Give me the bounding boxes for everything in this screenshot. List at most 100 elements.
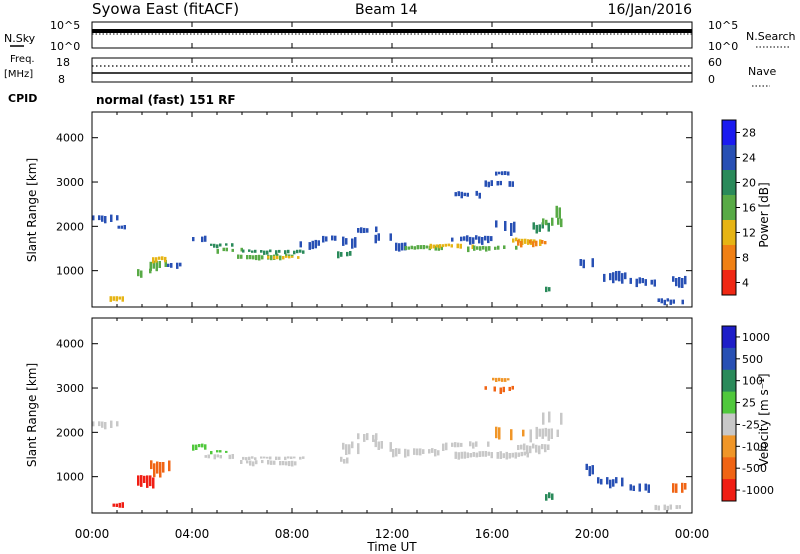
velocity-cell bbox=[666, 505, 669, 511]
power-panel-frame bbox=[91, 111, 693, 308]
velocity-cell bbox=[547, 444, 550, 450]
velocity-cell bbox=[548, 411, 551, 423]
velocity-echo-segment bbox=[492, 377, 510, 382]
power-cell bbox=[340, 252, 343, 257]
colorbar-tick-label: -25 bbox=[742, 418, 760, 431]
velocity-cell bbox=[490, 452, 493, 459]
velocity-cell bbox=[210, 451, 213, 455]
power-cell bbox=[276, 253, 279, 258]
colorbar-tick-label: 20 bbox=[742, 177, 756, 190]
power-cell bbox=[282, 256, 285, 260]
velocity-cell bbox=[591, 465, 594, 475]
power-cell bbox=[669, 299, 672, 305]
power-y-axis: 1000 2000 3000 4000 bbox=[56, 132, 692, 278]
power-cell bbox=[681, 278, 684, 288]
power-cell bbox=[285, 255, 288, 258]
y-tick-label: 2000 bbox=[56, 426, 84, 439]
power-cell bbox=[684, 275, 687, 285]
velocity-cell bbox=[502, 453, 505, 459]
power-echo-segment bbox=[267, 255, 300, 260]
velocity-cell bbox=[507, 378, 510, 381]
y-tick-label: 2000 bbox=[56, 220, 84, 233]
velocity-echo-segment bbox=[92, 420, 119, 430]
power-cell bbox=[678, 277, 681, 288]
velocity-cell bbox=[270, 460, 273, 465]
velocity-cell bbox=[501, 378, 504, 382]
power-cell bbox=[219, 243, 222, 247]
power-cell bbox=[432, 244, 435, 249]
power-echo-segment bbox=[467, 245, 518, 253]
velocity-cell bbox=[492, 377, 495, 381]
power-cell bbox=[460, 191, 463, 199]
cpid-label: CPID bbox=[8, 92, 37, 105]
velocity-cell bbox=[263, 456, 266, 459]
power-cell bbox=[544, 241, 547, 245]
power-cell bbox=[466, 192, 469, 197]
power-cell bbox=[457, 191, 460, 197]
power-cell bbox=[475, 190, 478, 196]
velocity-colorbar-swatch bbox=[722, 391, 736, 414]
velocity-cell bbox=[609, 479, 612, 489]
velocity-cell bbox=[541, 428, 544, 439]
power-cell bbox=[345, 238, 348, 245]
velocity-cell bbox=[445, 442, 448, 451]
power-cell bbox=[120, 225, 123, 229]
velocity-cell bbox=[520, 451, 523, 457]
velocity-colorbar-swatch bbox=[722, 326, 736, 349]
velocity-cell bbox=[672, 483, 675, 493]
velocity-colorbar-swatch bbox=[722, 479, 736, 502]
velocity-cell bbox=[195, 444, 198, 450]
power-cell bbox=[374, 234, 377, 244]
velocity-cell bbox=[246, 460, 249, 464]
power-cell bbox=[579, 259, 582, 266]
power-cell bbox=[551, 217, 554, 226]
power-cell bbox=[532, 241, 535, 248]
power-cell bbox=[366, 228, 369, 233]
power-colorbar-swatch bbox=[722, 245, 736, 271]
velocity-cell bbox=[389, 442, 392, 452]
power-echo-segment bbox=[152, 256, 167, 264]
velocity-cell bbox=[481, 451, 484, 457]
velocity-cell bbox=[510, 429, 513, 441]
colorbar-tick-label: 28 bbox=[742, 127, 756, 140]
power-cell bbox=[441, 244, 444, 248]
cpid-value: normal (fast) 151 RF bbox=[96, 93, 236, 107]
velocity-cell bbox=[638, 483, 641, 492]
x-axis-label: Time UT bbox=[366, 540, 417, 554]
power-cell bbox=[520, 241, 523, 248]
velocity-cell bbox=[475, 452, 478, 458]
velocity-cell bbox=[505, 451, 508, 460]
freq-label: Freq. bbox=[10, 54, 35, 65]
power-cell bbox=[532, 222, 535, 230]
power-cell bbox=[249, 255, 252, 260]
x-tick-label: 00:00 bbox=[75, 527, 110, 541]
power-cell bbox=[460, 236, 463, 242]
velocity-cell bbox=[275, 456, 278, 460]
power-cell bbox=[416, 245, 419, 250]
power-cell bbox=[261, 255, 264, 260]
velocity-cell bbox=[538, 445, 541, 455]
power-cell bbox=[463, 192, 466, 197]
velocity-cell bbox=[213, 454, 216, 460]
velocity-cell bbox=[629, 484, 632, 491]
velocity-cell bbox=[372, 434, 375, 442]
power-cell bbox=[299, 249, 302, 253]
power-echo-segment bbox=[210, 243, 234, 249]
velocity-cell bbox=[219, 450, 222, 453]
power-cell bbox=[498, 171, 501, 175]
power-cell bbox=[657, 298, 660, 302]
velocity-cell bbox=[363, 434, 366, 442]
power-echo-segment bbox=[629, 277, 656, 288]
power-cell bbox=[560, 218, 563, 228]
velocity-cell bbox=[526, 445, 529, 454]
power-cell bbox=[164, 256, 167, 263]
velocity-cell bbox=[116, 421, 119, 427]
power-echo-segment bbox=[137, 268, 152, 278]
colorbar-tick-label: 4 bbox=[742, 277, 749, 290]
power-cell bbox=[499, 180, 502, 186]
colorbar-tick-label: 24 bbox=[742, 152, 756, 165]
velocity-echo-segment bbox=[545, 492, 554, 501]
velocity-cell bbox=[377, 441, 380, 450]
velocity-echo-segment bbox=[192, 443, 207, 451]
power-cell bbox=[231, 243, 234, 247]
